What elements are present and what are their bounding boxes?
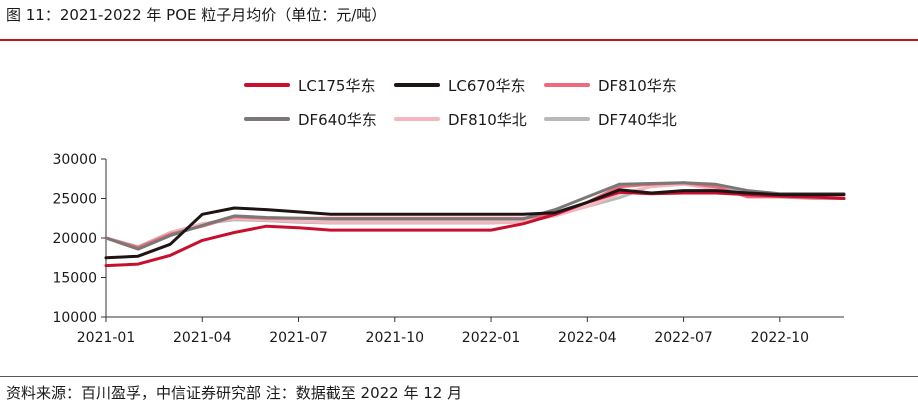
title-divider	[0, 39, 918, 41]
chart-series-lines	[104, 181, 846, 268]
x-tick-label: 2022-10	[751, 330, 810, 346]
series-line-2	[104, 188, 846, 260]
legend-label: LC670华东	[448, 77, 525, 95]
series-line-4	[104, 181, 846, 251]
legend-label: DF810华东	[598, 77, 677, 95]
chart-legend: LC175华东 LC670华东 DF810华东 DF640华东 DF810华北 DF740…	[244, 77, 677, 129]
y-tick-label: 30000	[52, 152, 97, 168]
legend-label: DF740华北	[598, 111, 677, 129]
x-tick-label: 2022-01	[462, 330, 521, 346]
legend-label: LC175华东	[298, 77, 375, 95]
series-line-1	[104, 190, 846, 268]
y-tick-label: 25000	[52, 192, 97, 208]
legend-label: DF810华北	[448, 111, 527, 129]
line-chart: LC175华东 LC670华东 DF810华东 DF640华东 DF810华北 DF740…	[52, 77, 846, 346]
x-tick-label: 2021-01	[77, 330, 136, 346]
figure-source-note: 资料来源：百川盈孚，中信证券研究部 注：数据截至 2022 年 12 月	[6, 384, 463, 402]
y-tick-label: 20000	[52, 231, 97, 247]
x-tick-label: 2021-04	[173, 330, 232, 346]
x-tick-label: 2021-10	[366, 330, 425, 346]
figure-title: 图 11：2021-2022 年 POE 粒子月均价（单位：元/吨）	[6, 6, 387, 24]
x-tick-label: 2021-07	[269, 330, 328, 346]
chart-axes: 10000 15000 20000 25000 30000 2021-01 2021-04 2…	[52, 152, 844, 346]
y-tick-label: 15000	[52, 271, 97, 287]
y-tick-label: 10000	[52, 310, 97, 326]
source-divider	[0, 376, 918, 377]
x-tick-label: 2022-04	[558, 330, 617, 346]
x-tick-label: 2022-07	[654, 330, 713, 346]
legend-label: DF640华东	[298, 111, 377, 129]
